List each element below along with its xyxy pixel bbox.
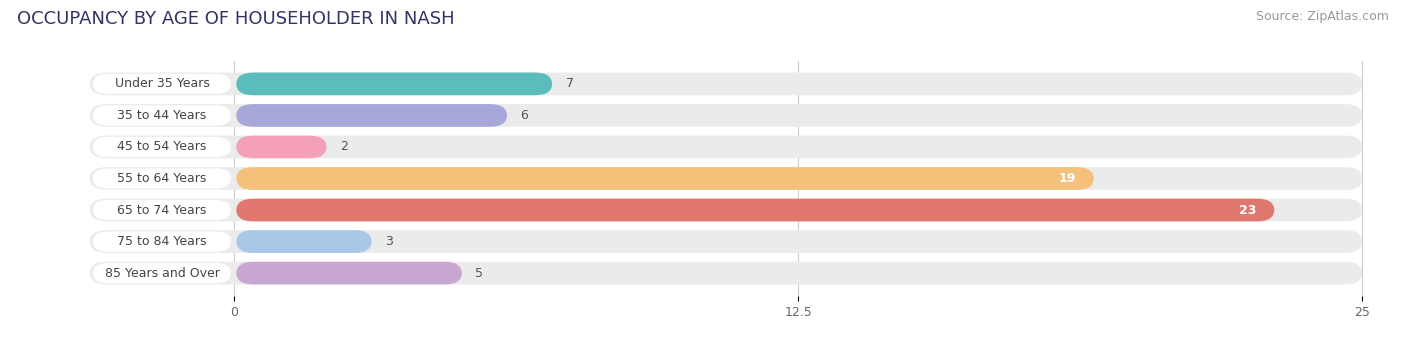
Text: 3: 3 [385, 235, 394, 248]
FancyBboxPatch shape [236, 262, 463, 285]
FancyBboxPatch shape [236, 136, 326, 158]
Text: Under 35 Years: Under 35 Years [114, 78, 209, 90]
FancyBboxPatch shape [90, 136, 1362, 158]
FancyBboxPatch shape [90, 72, 1362, 95]
FancyBboxPatch shape [236, 199, 1274, 221]
FancyBboxPatch shape [90, 199, 1362, 221]
FancyBboxPatch shape [93, 168, 231, 189]
FancyBboxPatch shape [93, 200, 231, 220]
FancyBboxPatch shape [90, 262, 1362, 285]
FancyBboxPatch shape [236, 72, 553, 95]
FancyBboxPatch shape [236, 104, 508, 127]
FancyBboxPatch shape [93, 105, 231, 125]
Text: 6: 6 [520, 109, 529, 122]
Text: 35 to 44 Years: 35 to 44 Years [117, 109, 207, 122]
Text: 85 Years and Over: 85 Years and Over [104, 267, 219, 279]
Text: 5: 5 [475, 267, 484, 279]
Text: Source: ZipAtlas.com: Source: ZipAtlas.com [1256, 10, 1389, 23]
Text: 65 to 74 Years: 65 to 74 Years [117, 204, 207, 217]
Text: 2: 2 [340, 140, 347, 153]
FancyBboxPatch shape [236, 167, 1094, 190]
FancyBboxPatch shape [93, 263, 231, 283]
Text: 55 to 64 Years: 55 to 64 Years [117, 172, 207, 185]
FancyBboxPatch shape [93, 232, 231, 252]
FancyBboxPatch shape [236, 230, 371, 253]
FancyBboxPatch shape [90, 230, 1362, 253]
FancyBboxPatch shape [93, 137, 231, 157]
Text: 7: 7 [565, 78, 574, 90]
Text: 23: 23 [1239, 204, 1257, 217]
Text: 45 to 54 Years: 45 to 54 Years [117, 140, 207, 153]
Text: OCCUPANCY BY AGE OF HOUSEHOLDER IN NASH: OCCUPANCY BY AGE OF HOUSEHOLDER IN NASH [17, 10, 454, 28]
FancyBboxPatch shape [90, 104, 1362, 127]
FancyBboxPatch shape [90, 167, 1362, 190]
Text: 75 to 84 Years: 75 to 84 Years [117, 235, 207, 248]
FancyBboxPatch shape [93, 74, 231, 94]
Text: 19: 19 [1059, 172, 1076, 185]
